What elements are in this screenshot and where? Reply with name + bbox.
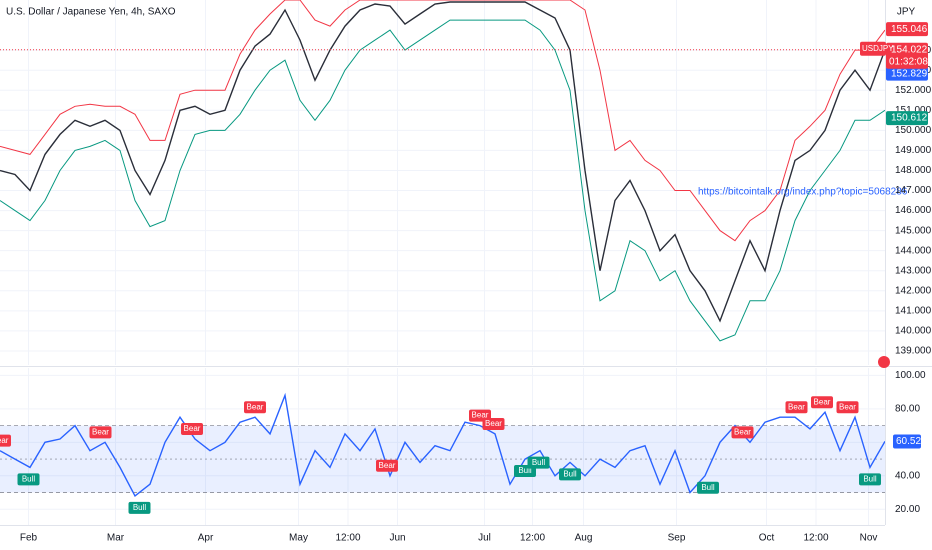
series-line — [0, 1, 885, 323]
signal-box — [731, 426, 754, 439]
y-tick-label: 141.000 — [895, 305, 932, 316]
symbol-tag: USDJPY — [862, 44, 894, 53]
signal-box — [17, 473, 40, 486]
signal-label: Bear — [839, 402, 856, 411]
y-tick-label: 148.000 — [895, 165, 932, 176]
y-tick-label: 152.000 — [895, 85, 932, 96]
signal-label: Bull — [863, 475, 877, 484]
signal-box — [244, 401, 266, 414]
signal-box — [811, 396, 833, 409]
y-tick-label: 142.000 — [895, 285, 932, 296]
signal-label: Bear — [485, 419, 502, 428]
signal-box — [0, 434, 11, 447]
signal-box — [181, 422, 203, 435]
annotation-link[interactable]: https://bitcointalk.org/index.php?topic=… — [698, 187, 908, 198]
signal-label: Bull — [22, 475, 36, 484]
signal-box — [836, 401, 859, 414]
signal-box — [785, 401, 808, 414]
x-tick-label: 12:00 — [520, 533, 545, 544]
last-price-box — [886, 42, 928, 69]
signal-label: Bear — [379, 461, 396, 470]
y-tick-label: 144.000 — [895, 245, 932, 256]
series-line — [0, 19, 885, 342]
signal-label: Bear — [184, 424, 201, 433]
signal-label: Bear — [814, 397, 831, 406]
y-tick-label: 20.00 — [895, 504, 920, 515]
y-tick-label: 143.000 — [895, 265, 932, 276]
signal-box — [89, 426, 112, 439]
x-tick-label: Oct — [759, 533, 775, 544]
price-label-box — [886, 66, 928, 81]
y-tick-label: 150.000 — [895, 125, 932, 136]
price-pane — [0, 0, 885, 365]
logo-icon — [878, 356, 890, 368]
x-tick-label: May — [289, 533, 308, 544]
price-label: 150.612 — [891, 113, 928, 124]
y-tick-label: 147.000 — [895, 185, 932, 196]
y-tick-label: 139.000 — [895, 346, 932, 357]
signal-box — [128, 501, 151, 514]
signal-label: Bull — [133, 503, 147, 512]
x-tick-label: Apr — [198, 533, 214, 544]
x-tick-label: 12:00 — [335, 533, 360, 544]
price-label-box — [886, 111, 928, 126]
y-tick-label: 151.000 — [895, 105, 932, 116]
x-tick-label: Aug — [575, 533, 593, 544]
signal-box — [697, 481, 719, 494]
y-tick-label: 145.000 — [895, 225, 932, 236]
signal-label: Bear — [247, 402, 264, 411]
currency: JPY — [897, 7, 916, 18]
x-tick-label: Jun — [389, 533, 405, 544]
price-label: 155.046 — [891, 24, 928, 35]
signal-label: Bear — [92, 427, 109, 436]
last-price-label: 154.022 — [891, 44, 928, 55]
chart-title: U.S. Dollar / Japanese Yen, 4h, SAXO — [6, 7, 176, 18]
y-tick-label: 149.000 — [895, 145, 932, 156]
x-tick-label: Sep — [668, 533, 686, 544]
signal-label: Bear — [734, 427, 751, 436]
value-label: 60.52 — [896, 436, 921, 447]
x-tick-label: Jul — [478, 533, 491, 544]
y-tick-label: 80.00 — [895, 403, 920, 414]
signal-label: Bear — [0, 436, 9, 445]
x-tick-label: Mar — [107, 533, 125, 544]
signal-label: Bull — [701, 483, 715, 492]
price-label-box — [886, 22, 928, 37]
signal-label: Bull — [532, 458, 546, 467]
y-tick-label: 140.000 — [895, 326, 932, 337]
signal-box — [859, 473, 881, 486]
signal-box — [376, 459, 398, 472]
x-tick-label: Nov — [860, 533, 878, 544]
signal-box — [527, 456, 550, 469]
y-tick-label: 100.00 — [895, 370, 926, 381]
signal-label: Bull — [518, 466, 532, 475]
price-label: 152.829 — [891, 68, 928, 79]
signal-box — [482, 417, 505, 430]
x-tick-label: Feb — [20, 533, 38, 544]
signal-label: Bull — [563, 470, 577, 479]
value-label-box — [893, 434, 921, 449]
rsi-pane: BearBullBearBullBearBearBearBearBearBull… — [0, 368, 885, 525]
signal-label: Bear — [788, 402, 805, 411]
x-tick-label: 12:00 — [803, 533, 828, 544]
countdown: 01:32:08 — [889, 56, 928, 67]
signal-label: Bear — [472, 411, 489, 420]
y-tick-label: 146.000 — [895, 205, 932, 216]
symbol-tag-box — [860, 41, 886, 56]
series-line — [0, 0, 885, 242]
signal-box — [559, 468, 581, 481]
y-tick-label: 40.00 — [895, 470, 920, 481]
